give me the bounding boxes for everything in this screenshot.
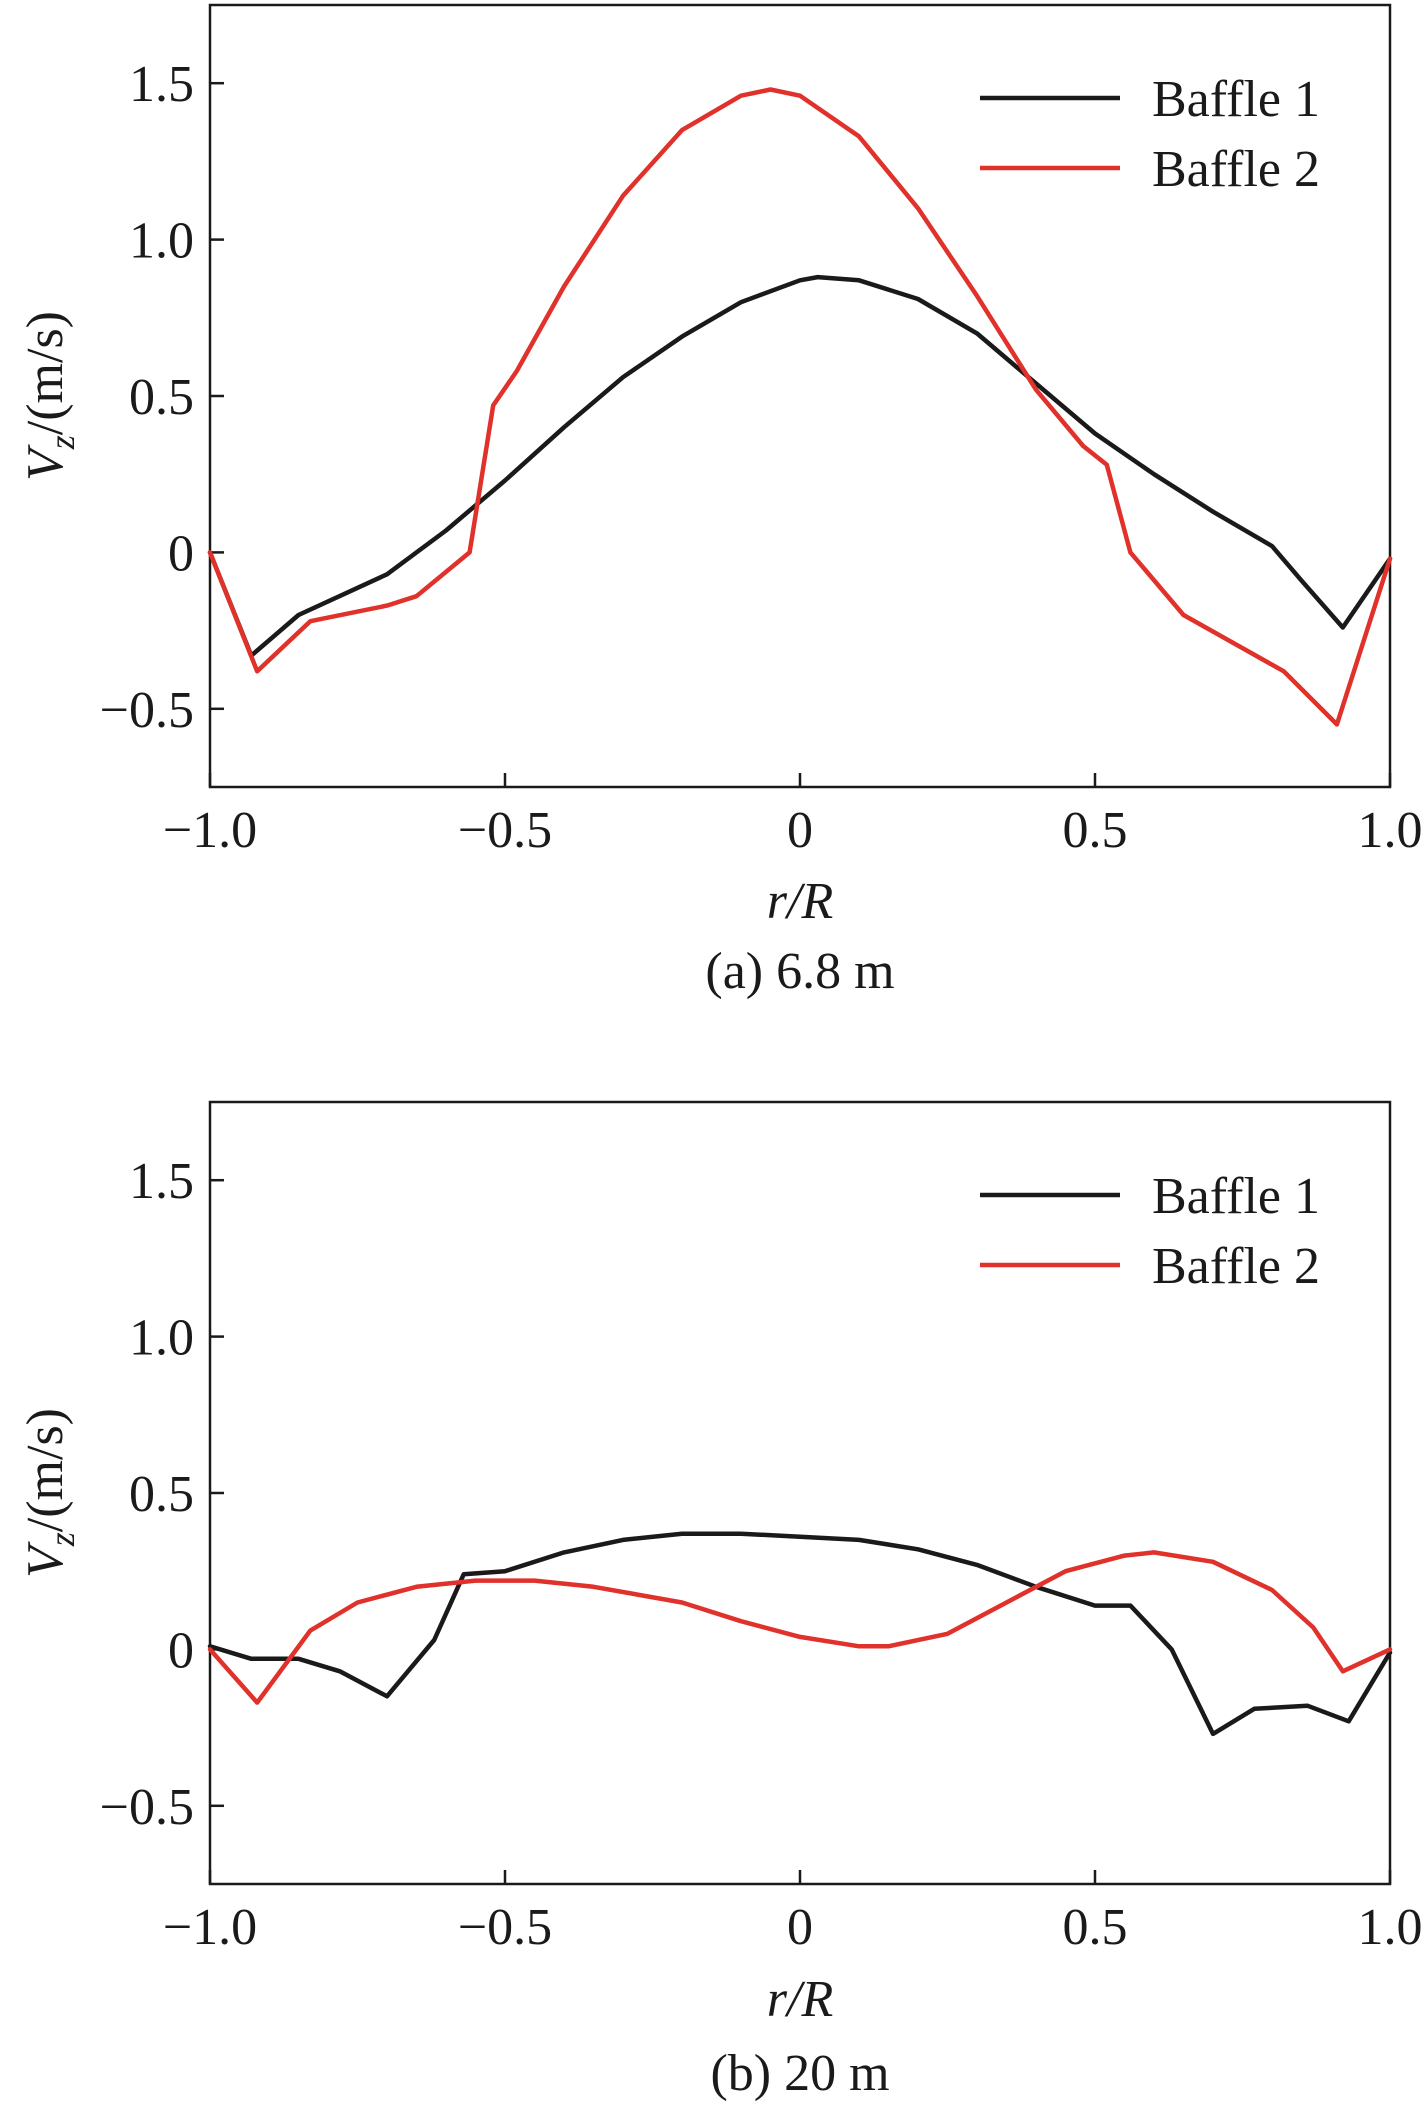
xtick-label: 1.0 xyxy=(1358,802,1423,859)
ylabel-b-unit: /(m/s) xyxy=(17,1408,74,1532)
ylabel-a-sub: z xyxy=(42,435,82,450)
xtick-label: 0 xyxy=(787,1899,813,1956)
legend-label-baffle-1: Baffle 1 xyxy=(1152,71,1320,128)
ytick-label: 1.0 xyxy=(129,213,194,270)
xtick-label: −0.5 xyxy=(458,1899,552,1956)
ytick-label: −0.5 xyxy=(100,682,194,739)
series-line-baffle-2 xyxy=(207,87,1393,727)
ylabel-a-v: V xyxy=(17,444,74,481)
tick-labels-b: −1.0 −0.5 0 0.5 1.0 −0.5 0 0.5 1.0 1.5 xyxy=(100,1153,1423,1956)
panel-a: −1.0 −0.5 0 0.5 1.0−0.500.51.01.5 Baffle 1Ba… xyxy=(17,3,1423,1000)
ytick-label: 0.5 xyxy=(129,1466,194,1523)
xtick-label: −1.0 xyxy=(163,802,257,859)
ticks-a xyxy=(208,81,1392,787)
xtick-label: 0.5 xyxy=(1063,1899,1128,1956)
series-line-baffle-1 xyxy=(207,1531,1393,1737)
ytick-label: 1.5 xyxy=(129,56,194,113)
legend-b: Baffle 1 Baffle 2 xyxy=(980,1168,1320,1295)
legend-label-baffle-1: Baffle 1 xyxy=(1152,1168,1320,1225)
legend-a: Baffle 1 Baffle 2 xyxy=(980,71,1320,198)
xlabel-b: r/R xyxy=(767,1971,833,2028)
ylabel-b-sub: z xyxy=(42,1532,82,1547)
legend-label-baffle-2: Baffle 2 xyxy=(1152,1238,1320,1295)
ylabel-a-unit: /(m/s) xyxy=(17,311,74,435)
xtick-label: 0 xyxy=(787,802,813,859)
xtick-label: −0.5 xyxy=(458,802,552,859)
ytick-label: 1.0 xyxy=(129,1310,194,1367)
panel-b: −1.0 −0.5 0 0.5 1.0−0.500.51.01.5 Baffle 1Ba… xyxy=(17,1100,1423,2102)
ylabel-a: Vz/(m/s) xyxy=(17,311,82,481)
xlabel-a: r/R xyxy=(767,873,833,930)
series-line-baffle-1 xyxy=(207,274,1393,658)
xtick-label: 1.0 xyxy=(1358,1899,1423,1956)
ylabel-b: Vz/(m/s) xyxy=(17,1408,82,1578)
ylabel-b-v: V xyxy=(17,1541,74,1578)
caption-b: (b) 20 m xyxy=(710,2045,889,2102)
ytick-label: 0 xyxy=(168,525,194,582)
ytick-label: −0.5 xyxy=(100,1779,194,1836)
ytick-label: 1.5 xyxy=(129,1153,194,1210)
legend-label-baffle-2: Baffle 2 xyxy=(1152,141,1320,198)
series-line-baffle-2 xyxy=(207,1550,1393,1705)
ytick-label: 0.5 xyxy=(129,369,194,426)
xtick-label: −1.0 xyxy=(163,1899,257,1956)
ytick-label: 0 xyxy=(168,1622,194,1679)
caption-a: (a) 6.8 m xyxy=(705,943,894,1000)
lines-b xyxy=(207,1531,1393,1737)
lines-a xyxy=(207,87,1393,727)
tick-labels-a: −1.0 −0.5 0 0.5 1.0 −0.5 0 0.5 1.0 1.5 xyxy=(100,56,1423,859)
xtick-label: 0.5 xyxy=(1063,802,1128,859)
